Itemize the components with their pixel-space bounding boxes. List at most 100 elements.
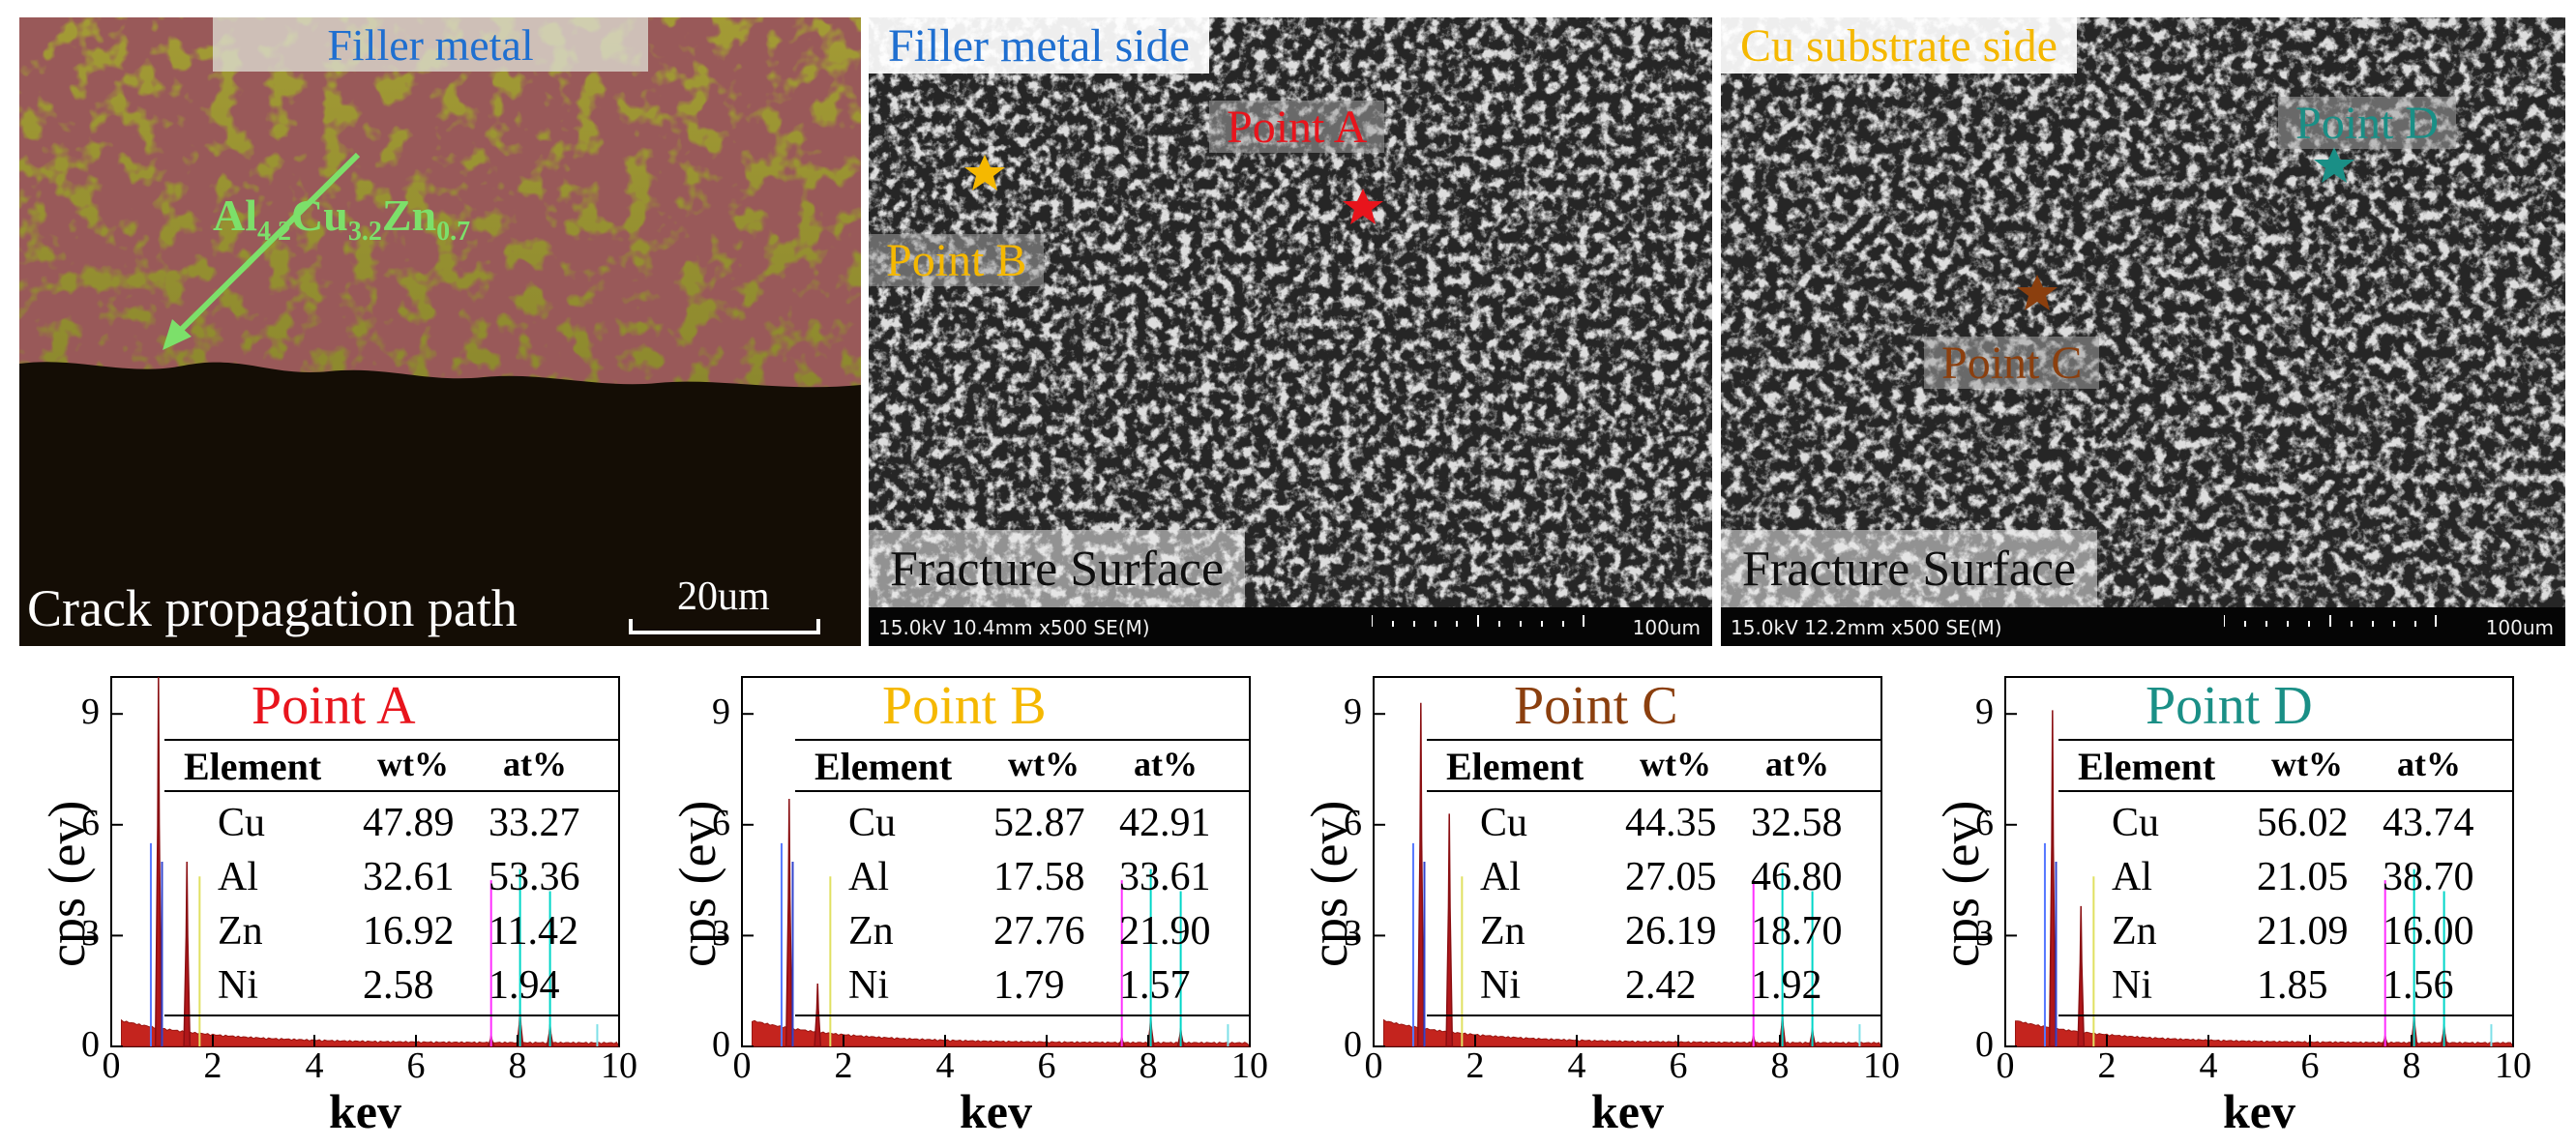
- y-tick-label: 0: [1975, 1024, 1994, 1065]
- table-cell: Al: [848, 855, 889, 899]
- table-cell: 16.00: [2383, 909, 2474, 954]
- sem-info-bar: 15.0kV 12.2mm x500 SE(M) 100um: [1721, 607, 2565, 646]
- table-cell: Ni: [848, 963, 889, 1008]
- table-cell: 17.58: [993, 855, 1085, 899]
- table-cell: 32.58: [1751, 801, 1843, 845]
- x-tick-label: 4: [305, 1045, 324, 1086]
- table-cell: 16.92: [363, 909, 455, 954]
- table-cell: Al: [2112, 855, 2152, 899]
- y-tick-label: 3: [712, 913, 730, 955]
- x-tick-label: 2: [203, 1045, 222, 1086]
- table-cell: 2.42: [1625, 963, 1697, 1008]
- composition-table: Element wt% at% Cu 44.35 32.58 Al 27.05 46.80 Zn 2…: [1427, 740, 1881, 1020]
- x-tick-label: 8: [1139, 1045, 1158, 1086]
- eds-spectrum-svg: [2004, 676, 2514, 1047]
- table-cell: Zn: [218, 909, 263, 954]
- x-tick-label: 0: [102, 1045, 121, 1086]
- table-cell: Cu: [218, 801, 266, 845]
- eds-spectrum-svg: [1373, 676, 1882, 1047]
- y-tick-label: 0: [1344, 1024, 1362, 1065]
- table-cell: Cu: [1480, 801, 1528, 845]
- y-tick-label: 3: [81, 913, 100, 955]
- table-header-cell: wt%: [1008, 745, 1080, 783]
- y-tick-label: 6: [1344, 802, 1362, 843]
- chart-title: Point A: [252, 676, 416, 736]
- star-point-b-icon: [964, 155, 1005, 191]
- optical-caption: Crack propagation path: [27, 579, 518, 637]
- table-header-cell: at%: [1765, 745, 1829, 783]
- x-axis-label: kev: [329, 1084, 401, 1138]
- table-cell: 21.05: [2257, 855, 2349, 899]
- eds-chart-point-d: 0 3 6 9 0 2 4 6 8 10 Point D cps (ev) kev Element wt% a…: [1913, 658, 2552, 1147]
- sem-scale-text: 100um: [1632, 616, 1701, 639]
- table-cell: 27.76: [993, 909, 1085, 954]
- x-tick-label: 10: [2495, 1045, 2532, 1086]
- table-cell: 46.80: [1751, 855, 1843, 899]
- table-header-cell: at%: [503, 745, 567, 783]
- y-axis-label: cps (ev): [38, 800, 96, 967]
- table-cell: 27.05: [1625, 855, 1717, 899]
- sem-filler-side: Filler metal side Point A Point B Fractu…: [869, 17, 1712, 646]
- table-header-cell: wt%: [1640, 745, 1711, 783]
- spectrum-peak: [2077, 905, 2086, 1047]
- x-tick-label: 0: [1996, 1045, 2015, 1086]
- label-point-a: Point A: [1209, 101, 1385, 153]
- chart-title: Point D: [2146, 676, 2313, 736]
- x-tick-label: 0: [732, 1045, 752, 1086]
- y-axis-label: cps (ev): [1300, 800, 1358, 967]
- spectrum-background: [2015, 1020, 2514, 1047]
- table-header-cell: wt%: [2271, 745, 2343, 783]
- chart-title: Point B: [882, 676, 1047, 736]
- spectrum-peak: [183, 861, 192, 1047]
- sem-left-title: Filler metal side: [869, 17, 1209, 74]
- composition-table: Element wt% at% Cu 52.87 42.91 Al 17.58 33.61 Zn 2…: [795, 740, 1250, 1020]
- x-tick-label: 2: [1466, 1045, 1485, 1086]
- fracture-surface-label: Fracture Surface: [869, 530, 1246, 607]
- table-cell: 53.36: [489, 855, 580, 899]
- table-cell: Cu: [848, 801, 897, 845]
- sem-scale-text: 100um: [2485, 616, 2554, 639]
- table-header-cell: at%: [1134, 745, 1198, 783]
- table-header-cell: Element: [2078, 745, 2216, 788]
- y-axis-label: cps (ev): [1932, 800, 1990, 967]
- y-tick-label: 9: [1975, 691, 1994, 733]
- y-tick-label: 9: [712, 691, 730, 733]
- spectrum-peak: [2048, 710, 2057, 1047]
- table-cell: 2.58: [363, 963, 434, 1008]
- sem-info-text: 15.0kV 12.2mm x500 SE(M): [1731, 616, 2002, 639]
- table-header-cell: Element: [184, 745, 322, 788]
- x-tick-label: 6: [1037, 1045, 1056, 1086]
- x-axis-label: kev: [2223, 1084, 2295, 1138]
- table-header-cell: Element: [1446, 745, 1584, 788]
- sem-right-title: Cu substrate side: [1721, 17, 2077, 74]
- eds-chart-point-b: 0 3 6 9 0 2 4 6 8 10 Point B cps (ev) kev Element wt% a…: [650, 658, 1288, 1147]
- eds-spectrum-svg: [741, 676, 1252, 1047]
- y-tick-label: 9: [81, 691, 100, 733]
- table-cell: Cu: [2112, 801, 2160, 845]
- spectrum-peak: [785, 799, 793, 1047]
- eds-chart-point-c: 0 3 6 9 0 2 4 6 8 10 Point C cps (ev) kev Element wt% a…: [1282, 658, 1920, 1147]
- table-cell: 1.92: [1751, 963, 1822, 1008]
- x-axis-label: kev: [960, 1084, 1032, 1138]
- spectrum-background: [752, 1019, 1252, 1047]
- sem-info-bar: 15.0kV 10.4mm x500 SE(M) 100um: [869, 607, 1712, 646]
- optical-title: Filler metal: [213, 17, 648, 72]
- table-cell: 1.79: [993, 963, 1065, 1008]
- table-cell: 1.56: [2383, 963, 2454, 1008]
- table-cell: 44.35: [1625, 801, 1717, 845]
- sem-scale-ticks: [1372, 615, 1584, 627]
- y-tick-label: 3: [1975, 913, 1994, 955]
- table-cell: 56.02: [2257, 801, 2349, 845]
- eds-chart-point-a: 0 3 6 9 0 2 4 6 8 10 Point A cps (ev) kev Element wt% a…: [19, 658, 658, 1147]
- table-cell: 1.85: [2257, 963, 2328, 1008]
- sem-info-text: 15.0kV 10.4mm x500 SE(M): [878, 616, 1150, 639]
- table-cell: 11.42: [489, 909, 578, 954]
- x-axis-label: kev: [1591, 1084, 1664, 1138]
- star-point-a-icon: [1343, 189, 1383, 224]
- table-cell: 1.94: [489, 963, 560, 1008]
- table-cell: 42.91: [1119, 801, 1211, 845]
- phase-label: Al4.2Cu3.2Zn0.7: [213, 191, 471, 248]
- chart-title: Point C: [1514, 676, 1678, 736]
- x-tick-label: 4: [935, 1045, 955, 1086]
- x-tick-label: 4: [1567, 1045, 1586, 1086]
